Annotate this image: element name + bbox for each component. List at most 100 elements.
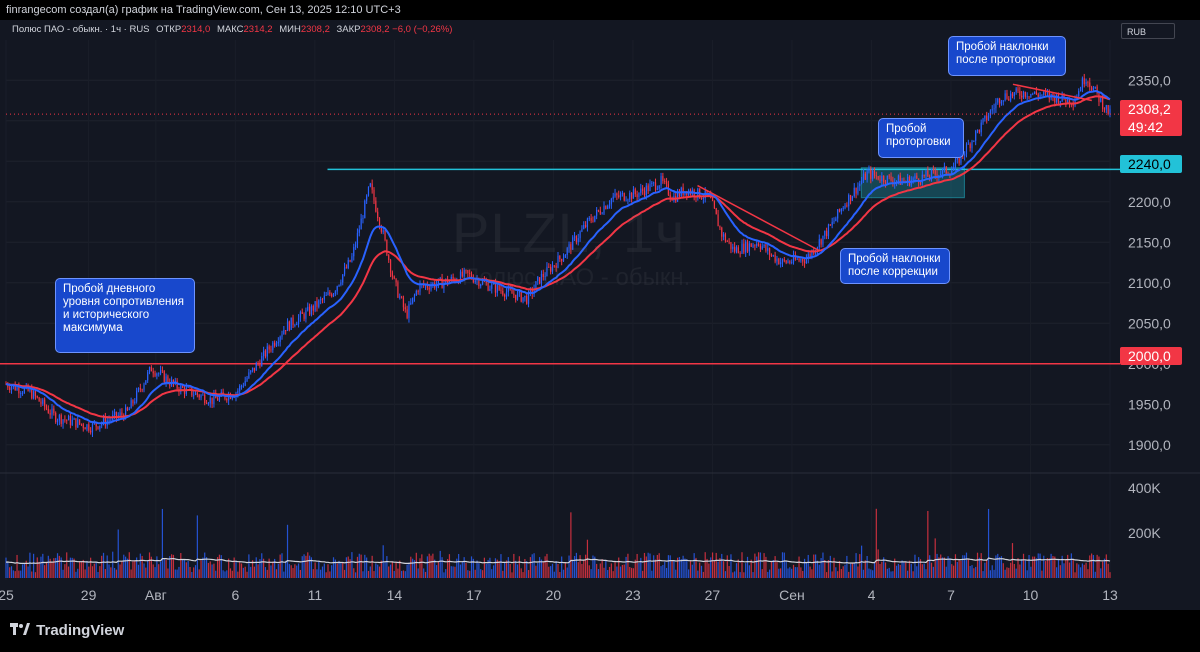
volume-bar	[908, 560, 911, 578]
y-tick-label: 2050,0	[1128, 315, 1171, 331]
volume-bar	[971, 565, 973, 578]
volume-bar	[93, 563, 95, 578]
volume-bar	[677, 557, 679, 578]
volume-bar	[33, 553, 35, 578]
legend-high-value: 2314,2	[243, 24, 273, 35]
candle-body	[980, 122, 982, 133]
candle-body	[892, 180, 894, 184]
callout-trendline-after-range[interactable]: Пробой наклонки после проторговки	[948, 36, 1066, 76]
volume-bar	[447, 559, 449, 578]
candle-body	[568, 244, 570, 249]
volume-bar	[40, 556, 42, 578]
candle-body	[1100, 97, 1102, 102]
volume-bar	[95, 561, 97, 578]
candle-body	[531, 289, 533, 295]
chart-frame[interactable]: 1900,0 1950,0 2000,0 2050,0 2100,0 2150,0 2200…	[0, 20, 1200, 610]
volume-bar	[572, 559, 574, 578]
volume-bar	[134, 560, 136, 578]
volume-bar	[55, 557, 57, 578]
volume-bar	[375, 563, 377, 578]
candle-body	[489, 288, 491, 291]
callout-trendline-after-correction[interactable]: Пробой наклонки после коррекции	[840, 248, 950, 284]
volume-bar	[1057, 559, 1060, 578]
volume-bar	[104, 569, 106, 578]
y-tick-label: 2200,0	[1128, 194, 1171, 210]
volume-bar	[472, 558, 474, 578]
candle-body	[807, 254, 809, 260]
volume-bar	[1072, 559, 1074, 578]
volume-bar	[217, 557, 219, 578]
candle-body	[375, 200, 377, 212]
candle-body	[964, 154, 966, 156]
volume-bar	[507, 557, 509, 578]
volume-bar	[978, 557, 980, 578]
volume-bar	[378, 566, 381, 578]
candle-body	[770, 255, 773, 257]
candle-body	[973, 140, 975, 142]
candle-body	[941, 168, 944, 174]
volume-bar	[171, 554, 173, 578]
candle-body	[321, 299, 324, 301]
candle-body	[169, 382, 171, 386]
candle-body	[288, 321, 290, 330]
volume-bar	[421, 554, 423, 578]
volume-bar	[481, 570, 484, 578]
callout-breakout-resistance[interactable]: Пробой дневного уровня сопротивления и и…	[55, 278, 195, 353]
tradingview-brand[interactable]: TradingView	[10, 622, 124, 639]
volume-bar	[389, 564, 392, 578]
volume-bar	[921, 564, 923, 578]
candle-body	[658, 185, 660, 189]
candle-body	[774, 255, 776, 262]
candle-body	[886, 175, 888, 184]
candle-body	[1072, 104, 1074, 106]
volume-bar	[984, 562, 986, 578]
volume-bar	[936, 553, 938, 578]
volume-bar	[728, 566, 730, 578]
candle-body	[399, 296, 401, 298]
volume-bar	[115, 569, 117, 578]
candle-body	[629, 192, 631, 200]
candle-body	[798, 258, 800, 261]
volume-bar	[925, 569, 927, 578]
candle-body	[58, 415, 60, 421]
volume-bar	[1103, 558, 1106, 578]
candle-body	[303, 313, 305, 319]
volume-bar	[658, 553, 660, 578]
volume-bar	[649, 553, 651, 578]
candle-body	[723, 234, 725, 237]
candle-body	[204, 394, 206, 404]
volume-bar	[597, 569, 600, 578]
candle-body	[62, 419, 64, 424]
volume-bar	[1068, 562, 1071, 578]
candle-body	[982, 118, 984, 123]
candle-body	[1030, 93, 1032, 98]
candle-body	[835, 218, 837, 222]
volume-bar	[277, 563, 279, 578]
candle-body	[888, 175, 890, 177]
candle-body	[958, 156, 960, 164]
candle-body	[233, 397, 235, 399]
callout-breakout-range[interactable]: Пробой проторговки	[878, 118, 964, 158]
volume-bar	[842, 566, 844, 578]
candle-body	[292, 317, 294, 326]
volume-bar	[807, 554, 809, 578]
volume-bar	[148, 552, 151, 578]
volume-bar	[207, 562, 209, 578]
volume-bar	[726, 555, 728, 578]
candle-body	[467, 270, 469, 274]
volume-bar	[316, 569, 318, 578]
candle-body	[757, 243, 760, 246]
candle-body	[362, 218, 364, 219]
candle-body	[1056, 94, 1058, 103]
volume-bar	[25, 560, 27, 578]
volume-bar	[159, 561, 162, 578]
candle-body	[1102, 97, 1104, 110]
candle-body	[268, 346, 270, 350]
x-tick-label: 14	[387, 587, 403, 603]
volume-bar	[325, 572, 327, 578]
x-tick-label: 23	[625, 587, 641, 603]
candle-body	[1085, 82, 1087, 85]
currency-badge[interactable]: RUB	[1121, 23, 1175, 39]
candle-body	[79, 419, 81, 424]
candle-body	[507, 287, 509, 293]
